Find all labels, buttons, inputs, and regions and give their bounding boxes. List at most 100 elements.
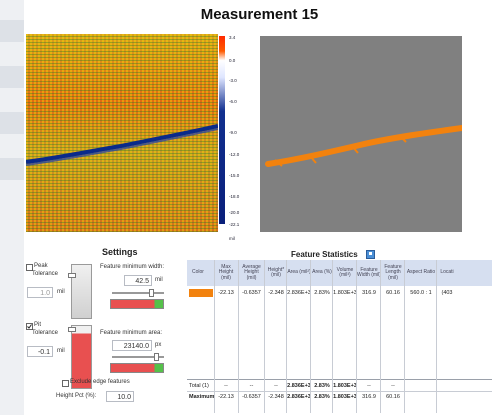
table-cell: 316.9	[357, 392, 381, 402]
pit-tolerance-input[interactable]: -0.1	[27, 346, 53, 357]
table-cell: -22.13	[215, 288, 237, 298]
feature-statistics-title: Feature Statistics	[291, 250, 358, 259]
height-pct-input[interactable]: 10.0	[106, 391, 134, 402]
min-area-bar	[110, 363, 164, 373]
table-cell: 2.83%	[311, 381, 333, 391]
column-divider	[380, 260, 381, 413]
column-header: Height* (mil)	[265, 260, 287, 286]
column-divider	[264, 260, 265, 413]
column-divider	[332, 260, 333, 413]
table-cell: (403	[437, 288, 457, 298]
column-header: Volume (mil³)	[333, 260, 357, 286]
colorbar-tick: -18.0	[229, 194, 239, 199]
min-width-knob[interactable]	[149, 289, 154, 297]
colorbar-units: mil	[229, 236, 235, 241]
row-label: Total (1)	[189, 381, 215, 391]
column-divider	[310, 260, 311, 413]
table-divider	[187, 379, 492, 380]
pit-tolerance-checkbox[interactable]	[26, 323, 33, 330]
column-header: Feature Width (mil)	[357, 260, 381, 286]
table-cell: --	[239, 381, 264, 391]
height-map-trench	[26, 34, 218, 232]
table-cell: 2.83%	[311, 288, 333, 298]
table-maximum-row: Maximum -22.13 -0.6357 -2.348 2.836E+3 2…	[187, 392, 492, 402]
min-width-bar	[110, 299, 164, 309]
colorbar-tick: -22.1	[229, 222, 239, 227]
table-cell: 560.0 : 1	[405, 288, 437, 298]
measurement-title: Measurement 15	[24, 6, 495, 23]
pit-slider-knob[interactable]	[68, 327, 76, 332]
height-map-image[interactable]	[26, 34, 218, 232]
min-area-knob[interactable]	[154, 353, 159, 361]
column-header: Max Height (mil)	[215, 260, 237, 286]
column-header: Area (%)	[311, 260, 333, 286]
column-header: Feature Length (mil)	[381, 260, 405, 286]
column-divider	[286, 260, 287, 413]
exclude-edge-checkbox[interactable]	[62, 380, 69, 387]
table-cell: 2.836E+3	[287, 392, 311, 402]
peak-unit: mil	[57, 289, 65, 296]
feature-color-swatch	[189, 289, 213, 297]
column-header: Locati	[437, 260, 457, 286]
table-cell: 2.836E+3	[287, 381, 311, 391]
peak-tolerance-checkbox[interactable]	[26, 264, 33, 271]
column-divider	[214, 260, 215, 413]
min-area-label: Feature minimum area:	[100, 330, 162, 337]
height-colorbar	[219, 36, 225, 224]
feature-statistics-panel: Feature Statistics Color Max Height (mil…	[181, 244, 495, 415]
sidebar-band	[0, 20, 24, 42]
table-cell: 2.836E+3	[287, 288, 311, 298]
peak-label: Peak	[34, 263, 48, 270]
column-divider	[436, 260, 437, 413]
column-divider	[404, 260, 405, 413]
feature-map-image[interactable]	[260, 36, 462, 232]
min-width-input[interactable]: 42.5	[124, 275, 152, 286]
peak-tolerance-input[interactable]: 1.0	[27, 287, 53, 298]
column-header: Color	[187, 260, 209, 286]
table-cell: -2.348	[265, 392, 287, 402]
colorbar-tick: -15.0	[229, 173, 239, 178]
left-sidebar-strip	[0, 0, 24, 415]
table-row[interactable]: -22.13 -0.6357 -2.348 2.836E+3 2.83% 1.8…	[187, 288, 492, 298]
colorbar-tick: -20.0	[229, 210, 239, 215]
detected-feature-overlay	[260, 36, 462, 232]
colorbar-tick: -6.0	[229, 99, 237, 104]
column-header: Aspect Ratio	[405, 260, 437, 286]
table-cell: -0.6357	[239, 288, 264, 298]
sidebar-band	[0, 112, 24, 134]
pit-label: Pit	[34, 322, 41, 329]
height-pct-label: Height Pct (%):	[56, 393, 96, 400]
colorbar-tick: 0.0	[229, 58, 235, 63]
table-cell: 1.803E+3	[333, 288, 357, 298]
table-cell: 60.16	[381, 392, 405, 402]
column-divider	[356, 260, 357, 413]
peak-tolerance-label: Tolerance	[32, 271, 58, 278]
table-cell: -2.348	[265, 288, 287, 298]
min-area-unit: px	[155, 342, 161, 349]
colorbar-tick: -3.0	[229, 78, 237, 83]
table-cell: --	[215, 381, 237, 391]
save-icon[interactable]	[366, 250, 375, 259]
table-total-row: Total (1) -- -- -- 2.836E+3 2.83% 1.803E…	[187, 381, 492, 391]
min-width-track	[112, 292, 164, 294]
table-cell: 2.83%	[311, 392, 333, 402]
pit-unit: mil	[57, 348, 65, 355]
pit-tolerance-label: Tolerance	[32, 330, 58, 337]
table-cell: --	[381, 381, 405, 391]
column-divider	[238, 260, 239, 413]
checkmark-icon	[27, 324, 32, 329]
table-cell: --	[265, 381, 287, 391]
colorbar-tick: 3.4	[229, 35, 235, 40]
sidebar-band	[0, 66, 24, 88]
colorbar-tick: -9.0	[229, 130, 237, 135]
table-cell: 316.9	[357, 288, 381, 298]
colorbar-tick: -12.0	[229, 152, 239, 157]
min-width-label: Feature minimum width:	[100, 264, 164, 271]
min-area-input[interactable]: 23140.0	[112, 340, 152, 351]
column-header: Average Height (mil)	[239, 260, 264, 286]
peak-slider-knob[interactable]	[68, 273, 76, 278]
min-width-unit: mil	[155, 277, 163, 284]
table-cell: --	[357, 381, 381, 391]
sidebar-band	[0, 158, 24, 180]
table-cell: 60.16	[381, 288, 405, 298]
